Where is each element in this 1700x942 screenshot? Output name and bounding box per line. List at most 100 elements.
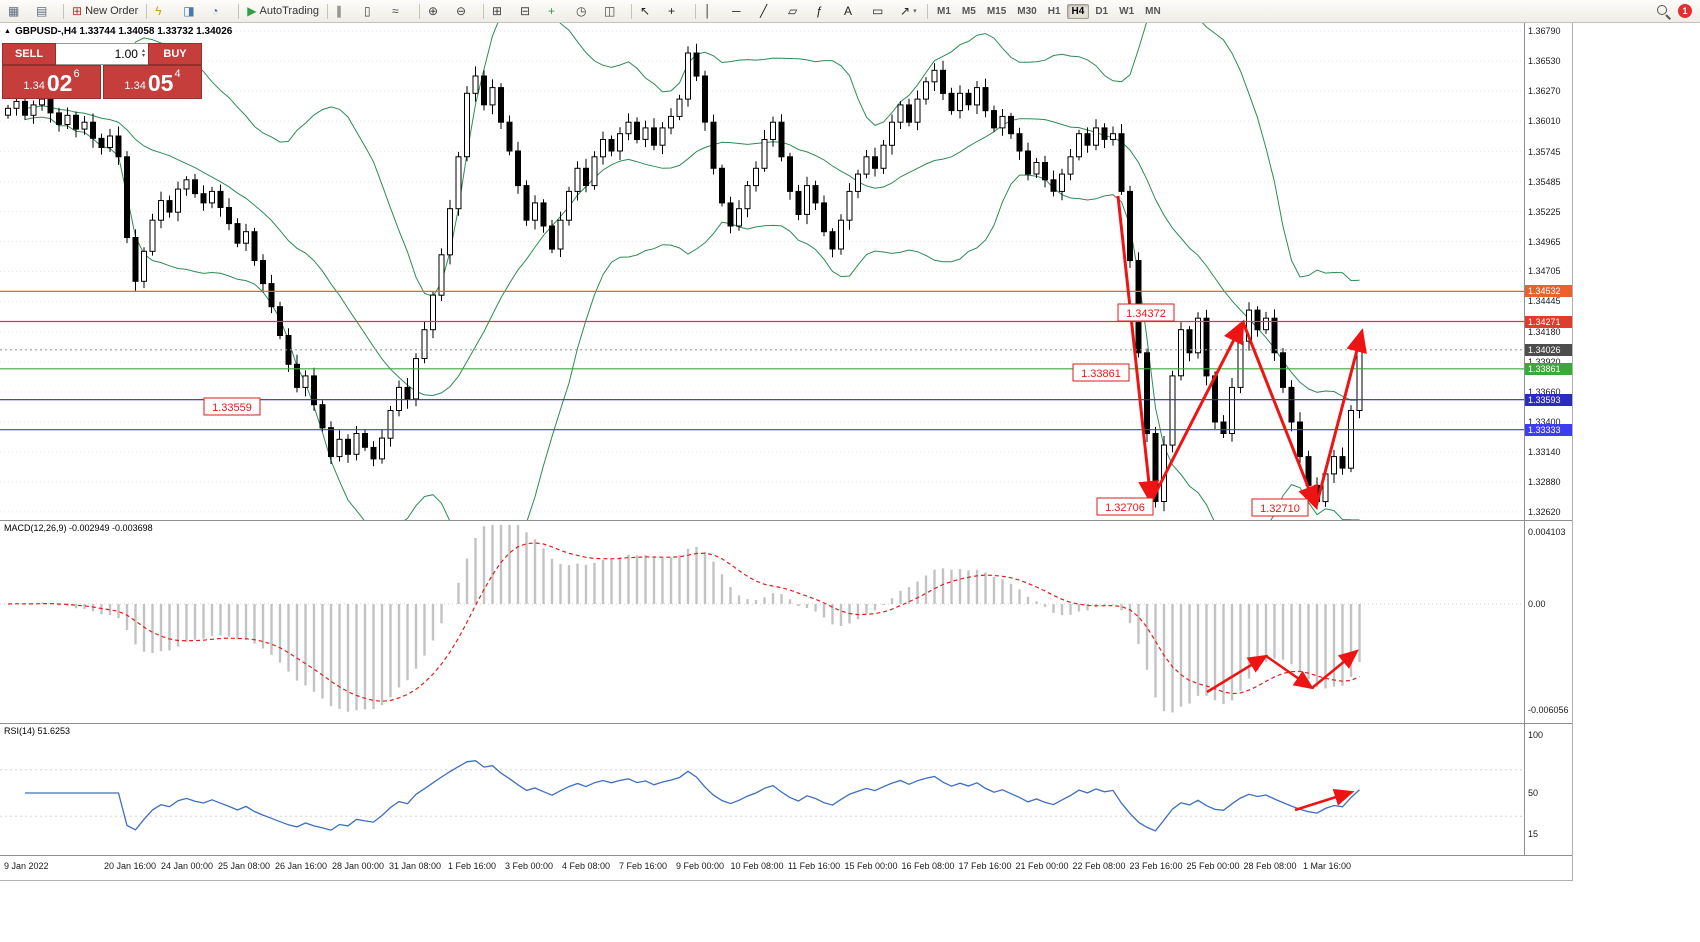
line-chart-icon[interactable]: ≈: [388, 1, 415, 22]
equidistant-channel-icon: ▱: [788, 4, 798, 18]
timeframe-mn[interactable]: MN: [1145, 5, 1161, 17]
volume-field[interactable]: 1.00 ▴ ▾: [56, 43, 148, 65]
trendline-icon: ╱: [760, 4, 768, 18]
bar-chart-icon[interactable]: ∥: [332, 1, 359, 22]
macd-panel[interactable]: [0, 520, 1572, 723]
toolbar-separator: [695, 3, 697, 19]
profile-window-icon[interactable]: ▤: [32, 1, 59, 22]
timeframe-w1[interactable]: W1: [1119, 5, 1135, 17]
time-axis-label: 25 Jan 08:00: [217, 861, 271, 871]
autotrading-button[interactable]: ▶ AutoTrading: [243, 1, 323, 22]
price-tick-label: 1.34965: [1528, 237, 1561, 247]
equidistant-channel-icon[interactable]: ▱: [784, 1, 811, 22]
periods-icon: ◷: [576, 4, 587, 18]
time-axis-label: 23 Feb 16:00: [1129, 861, 1183, 871]
toolbar-separator: [927, 3, 929, 19]
templates-icon[interactable]: ◫: [600, 1, 627, 22]
price-tick-label: 1.36530: [1528, 56, 1561, 66]
time-axis-label: 16 Feb 08:00: [901, 861, 955, 871]
periods-icon[interactable]: ◷: [572, 1, 599, 22]
time-axis-label: 9 Jan 2022: [4, 861, 49, 871]
price-tick-label: 1.34705: [1528, 266, 1561, 276]
time-axis[interactable]: 9 Jan 2022 20 Jan 16:00 24 Jan 00:00 25 Jan…: [0, 855, 1572, 880]
main-toolbar: ▦ ▤ ⊞ New Order ϟ ◨ ◔ ▶ AutoTrading ∥ ▯ ≈ ⊕ ⊖ ⊞ ⊟ + ◷ ◫ ↖ + │…: [0, 0, 1700, 23]
search-icon[interactable]: [1656, 4, 1671, 20]
timeframe-m30[interactable]: M30: [1017, 5, 1037, 17]
price-level-label: 1.34532: [1525, 285, 1572, 297]
rsi-axis-label: 50: [1528, 788, 1539, 798]
trendline-icon[interactable]: ╱: [756, 1, 783, 22]
price-chart-panel[interactable]: [0, 23, 1572, 520]
horizontal-line-icon: ─: [732, 4, 741, 18]
chart-window-icon[interactable]: ▦: [4, 1, 31, 22]
expert-advisors-icon[interactable]: ϟ: [151, 1, 178, 22]
candlestick-chart-icon[interactable]: ▯: [360, 1, 387, 22]
price-tick-label: 1.35485: [1528, 177, 1561, 187]
zoom-in-icon[interactable]: ⊕: [424, 1, 451, 22]
crosshair-icon[interactable]: +: [664, 1, 691, 22]
volume-down-icon[interactable]: ▾: [141, 53, 145, 59]
buy-price[interactable]: 1.34 05 4: [103, 65, 202, 99]
buy-price-big: 05: [147, 70, 174, 96]
time-axis-label: 3 Feb 00:00: [504, 861, 554, 871]
text-icon: A: [844, 4, 853, 18]
tile-windows-icon[interactable]: ⊞: [488, 1, 515, 22]
macd-axis-label: -0.006056: [1528, 705, 1569, 715]
arrows-tool-icon[interactable]: ↗ ▾: [896, 1, 923, 22]
text-label-icon[interactable]: ▭: [868, 1, 895, 22]
text-icon[interactable]: A: [840, 1, 867, 22]
sell-price-small: 1.34: [23, 80, 45, 92]
market-watch-icon[interactable]: ◨: [179, 1, 206, 22]
new-order-button[interactable]: ⊞ New Order: [68, 1, 142, 22]
candlestick-chart-icon: ▯: [364, 4, 371, 18]
vertical-line-icon[interactable]: │: [700, 1, 727, 22]
zoom-in-icon: ⊕: [428, 4, 439, 18]
macd-axis-label: 0.004103: [1528, 527, 1566, 537]
toolbar-separator: [327, 3, 329, 19]
cascade-windows-icon: ⊟: [520, 4, 531, 18]
panel-separator[interactable]: [0, 723, 1572, 724]
price-tick-label: 1.32620: [1528, 507, 1561, 517]
toolbar-separator: [63, 3, 64, 19]
tile-windows-icon: ⊞: [492, 4, 503, 18]
new-order-button-icon: ⊞: [72, 4, 83, 18]
volume-up-icon[interactable]: ▴: [141, 48, 145, 54]
panel-separator[interactable]: [0, 520, 1572, 521]
indicators-icon[interactable]: +: [544, 1, 571, 22]
bar-chart-icon: ∥: [336, 4, 343, 18]
navigator-icon[interactable]: ◔: [207, 1, 234, 22]
cursor-icon[interactable]: ↖: [636, 1, 663, 22]
buy-price-sup: 4: [174, 68, 181, 80]
sell-button[interactable]: SELL: [2, 43, 56, 65]
time-axis-label: 21 Feb 00:00: [1015, 861, 1069, 871]
horizontal-line-icon[interactable]: ─: [728, 1, 755, 22]
time-axis-label: 9 Feb 00:00: [675, 861, 725, 871]
zoom-out-icon[interactable]: ⊖: [452, 1, 479, 22]
timeframe-h4[interactable]: H4: [1066, 3, 1090, 19]
time-axis-label: 1 Feb 16:00: [447, 861, 497, 871]
toolbar-separator: [419, 3, 421, 19]
timeframe-h1[interactable]: H1: [1047, 5, 1061, 17]
timeframe-m1[interactable]: M1: [937, 5, 951, 17]
price-tick-label: 1.34445: [1528, 296, 1561, 306]
timeframe-d1[interactable]: D1: [1095, 5, 1109, 17]
toolbar-buttons: ▦ ▤ ⊞ New Order ϟ ◨ ◔ ▶ AutoTrading ∥ ▯ ≈ ⊕ ⊖ ⊞ ⊟ + ◷ ◫ ↖ + │…: [4, 1, 1166, 22]
toolbar-right: 1: [1656, 4, 1696, 20]
rsi-panel[interactable]: [0, 723, 1572, 855]
cascade-windows-icon[interactable]: ⊟: [516, 1, 543, 22]
time-axis-label: 11 Feb 16:00: [787, 861, 841, 871]
timeframe-m15[interactable]: M15: [986, 5, 1007, 17]
time-axis-label: 4 Feb 08:00: [561, 861, 611, 871]
fibonacci-icon: ƒ: [816, 4, 823, 18]
sell-price[interactable]: 1.34 02 6: [2, 65, 101, 99]
time-axis-label: 25 Feb 00:00: [1186, 861, 1240, 871]
fibonacci-icon[interactable]: ƒ: [812, 1, 839, 22]
timeframe-m5[interactable]: M5: [961, 5, 976, 17]
collapse-icon[interactable]: ▲: [4, 28, 11, 35]
buy-button[interactable]: BUY: [148, 43, 202, 65]
notification-badge[interactable]: 1: [1678, 4, 1692, 18]
price-axis[interactable]: 1.36790 1.36530 1.36270 1.36010 1.35745 1.354…: [1524, 23, 1572, 855]
sell-price-sup: 6: [73, 68, 80, 80]
volume-spinner[interactable]: ▴ ▾: [141, 48, 145, 59]
